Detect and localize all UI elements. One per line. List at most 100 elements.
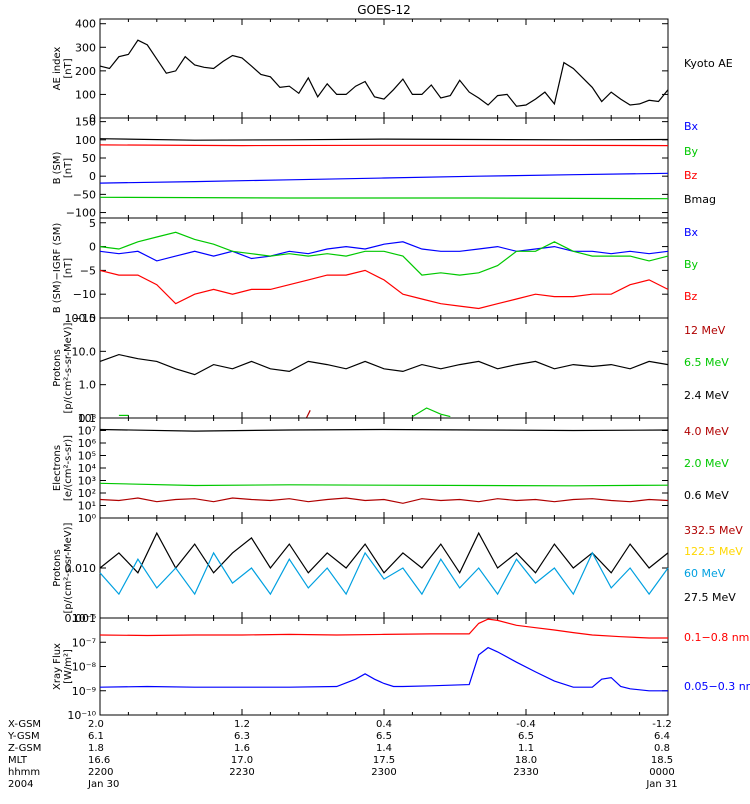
orbit-cell: 0.4	[376, 719, 392, 730]
orbit-table: X-GSMY-GSMZ-GSMMLThhmm20042.06.11.816.62…	[7, 719, 678, 790]
y-axis-label: AE index[nT]	[52, 47, 74, 91]
y-tick-label: −15	[73, 312, 96, 325]
legend-label: 2.4 MeV	[684, 389, 729, 402]
series-line	[99, 196, 669, 200]
y-tick-label: −10	[73, 288, 96, 301]
series-line	[99, 428, 669, 432]
y-tick-label: 10⁸	[78, 412, 97, 425]
panel-frame	[99, 117, 669, 219]
y-tick-label: 0.001	[65, 612, 97, 625]
legend-label: 60 MeV	[684, 567, 726, 580]
series-line	[99, 39, 669, 107]
legend-label: 12 MeV	[684, 324, 726, 337]
orbit-row-label: MLT	[8, 755, 28, 766]
y-axis-label: Protons[p/(cm²-s-sr-MeV)]	[52, 322, 74, 413]
y-axis-label: B (SM)−IGRF (SM)[nT]	[52, 223, 74, 314]
orbit-cell: 0.8	[654, 743, 670, 754]
orbit-cell: 1.4	[376, 743, 392, 754]
y-tick-label: 0	[89, 112, 96, 125]
series-line	[99, 172, 669, 184]
series-line	[99, 646, 668, 692]
legend-label: 4.0 MeV	[684, 425, 729, 438]
orbit-cell: Jan 31	[645, 779, 677, 790]
y-tick-label: 10⁴	[78, 462, 97, 475]
legend-label: Bz	[684, 169, 698, 182]
orbit-cell: 6.1	[88, 731, 104, 742]
legend-label: Bx	[684, 120, 699, 133]
orbit-cell: 16.6	[88, 755, 110, 766]
y-tick-label: 10²	[78, 487, 96, 500]
orbit-cell: -1.2	[652, 719, 672, 730]
y-tick-label: 0.1	[79, 412, 97, 425]
y-axis-label-line: [nT]	[63, 158, 74, 178]
y-tick-label: 50	[82, 152, 96, 165]
y-axis-label: Electrons[e/(cm²-s-sr)]	[52, 435, 74, 501]
y-axis-label-line: [e/(cm²-s-sr)]	[63, 435, 74, 501]
y-tick-label: 10.0	[72, 345, 97, 358]
legend-label: 0.05−0.3 nm	[684, 680, 750, 693]
legend-label: Bx	[684, 226, 699, 239]
orbit-cell: 1.1	[518, 743, 534, 754]
y-axis-label-line: Xray Flux	[52, 643, 63, 690]
orbit-cell: 6.3	[234, 731, 250, 742]
orbit-cell: Jan 30	[87, 779, 119, 790]
y-tick-label: 150	[75, 116, 96, 129]
orbit-cell: 17.0	[231, 755, 253, 766]
legend-label: 2.0 MeV	[684, 457, 729, 470]
panel-frame	[99, 317, 669, 419]
y-axis-label-line: B (SM)−IGRF (SM)	[52, 223, 63, 314]
series-line	[99, 531, 669, 575]
y-tick-label: 200	[75, 65, 96, 78]
panel-ae: 0 100 200 300 400 AE index[nT] Kyoto AE	[52, 18, 733, 125]
series-line	[99, 482, 669, 487]
panel-frame	[99, 517, 669, 619]
legend-label: By	[684, 258, 699, 271]
legend-label: 122.5 MeV	[684, 545, 743, 558]
y-axis-label-line: AE index	[52, 47, 63, 91]
orbit-cell: 1.2	[234, 719, 250, 730]
y-tick-label: −50	[73, 188, 96, 201]
y-tick-label: 400	[75, 18, 96, 31]
legend-label: 0.6 MeV	[684, 489, 729, 502]
y-tick-label: −100	[66, 207, 96, 220]
orbit-cell: 2300	[371, 767, 396, 778]
legend-label: Bmag	[684, 193, 716, 206]
orbit-cell: 2.0	[88, 719, 104, 730]
orbit-row-label: 2004	[8, 779, 33, 790]
y-tick-label: 10⁻⁶	[72, 612, 97, 625]
y-tick-label: 5	[89, 217, 96, 230]
series-line	[99, 497, 669, 504]
y-tick-label: 10⁶	[78, 437, 97, 450]
panel-db: −15 −10 −5 0 5 B (SM)−IGRF (SM)[nT] Bx By Bz	[52, 217, 699, 325]
y-axis-label-line: Protons	[52, 549, 63, 586]
series-line	[305, 410, 311, 419]
orbit-cell: 2200	[88, 767, 113, 778]
y-tick-label: −5	[80, 264, 96, 277]
legend-label: 0.1−0.8 nm	[684, 631, 749, 644]
y-axis-label-line: [nT]	[63, 58, 74, 78]
y-axis-label: B (SM)[nT]	[52, 151, 74, 184]
series-line	[99, 144, 669, 147]
y-axis-label-line: [p/(cm²-s-sr-MeV)]	[63, 322, 74, 413]
panel-frame	[99, 18, 669, 119]
y-tick-label: 300	[75, 41, 96, 54]
series-line	[99, 231, 669, 276]
chart-title: GOES-12	[357, 3, 411, 17]
panel-xray: 10⁻¹⁰ 10⁻⁹ 10⁻⁸ 10⁻⁷ 10⁻⁶ Xray Flux[W/m²] 0.1−…	[52, 612, 750, 722]
orbit-cell: 18.0	[515, 755, 537, 766]
y-tick-label: 1.0	[79, 379, 97, 392]
y-tick-label: 10⁷	[78, 425, 96, 438]
y-axis-label: Protons[p/(cm²-s-sr-MeV)]	[52, 522, 74, 613]
y-axis-label-line: [W/m²]	[63, 649, 74, 684]
y-tick-label: 100	[75, 134, 96, 147]
y-tick-label: 0.010	[65, 562, 97, 575]
panel-protons: 0.11.010.0100.0Protons[p/(cm²-s-sr-MeV)]…	[52, 312, 729, 425]
legend-label: 6.5 MeV	[684, 356, 729, 369]
series-line	[412, 407, 451, 418]
y-axis-label-line: [p/(cm²-s-sr-MeV)]	[63, 522, 74, 613]
y-tick-label: 100	[75, 88, 96, 101]
panel-frame	[99, 217, 669, 319]
orbit-cell: 2230	[229, 767, 254, 778]
